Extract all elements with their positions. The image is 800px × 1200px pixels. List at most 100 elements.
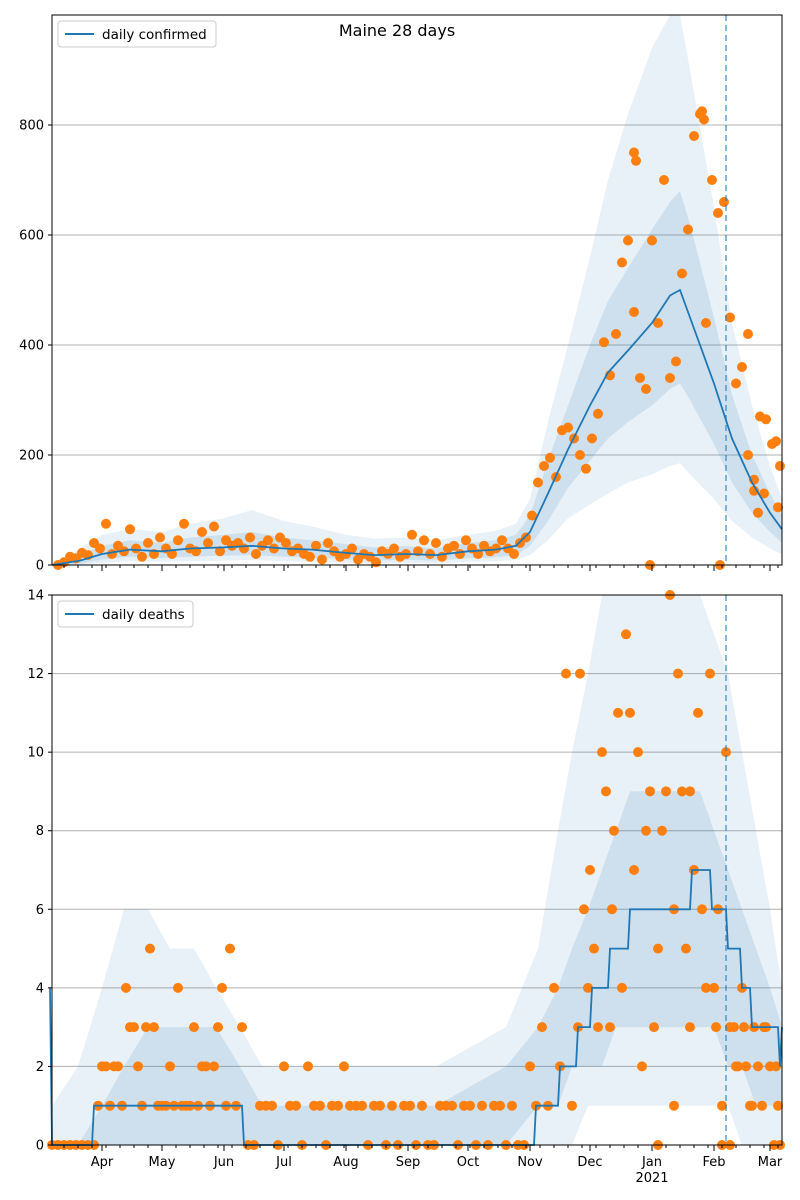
data-point: [101, 518, 111, 529]
data-point: [605, 1022, 615, 1033]
data-point: [131, 543, 141, 554]
data-point: [617, 257, 627, 268]
data-point: [747, 1100, 757, 1111]
data-point: [641, 825, 651, 836]
data-point: [155, 532, 165, 543]
y-tick-label: 10: [27, 746, 44, 761]
data-point: [581, 463, 591, 474]
data-point: [729, 1022, 739, 1033]
x-tick-label: Dec: [577, 1155, 602, 1170]
deaths-panel: 0 2 4 6 8 10 12 14 Apr May Jun Jul Aug Sep Oct Nov Dec J…: [27, 589, 785, 1186]
data-point: [173, 982, 183, 993]
data-point: [585, 865, 595, 875]
data-point: [753, 507, 763, 518]
confirmed-y-ticks: 0 200 400 600 800: [19, 119, 52, 574]
data-point: [545, 452, 555, 463]
data-point: [653, 318, 663, 328]
data-point: [137, 551, 147, 562]
data-point: [567, 1100, 577, 1111]
data-point: [587, 433, 597, 444]
data-point: [201, 1061, 211, 1072]
y-tick-label: 0: [36, 559, 44, 574]
x-tick-label: Mar: [758, 1155, 783, 1170]
data-point: [537, 1022, 547, 1033]
data-point: [141, 1022, 151, 1033]
data-point: [683, 224, 693, 235]
data-point: [209, 521, 219, 532]
data-point: [731, 1061, 741, 1072]
data-point: [525, 1061, 535, 1072]
data-point: [527, 510, 537, 521]
legend-label: daily confirmed: [102, 27, 207, 43]
data-point: [101, 1061, 111, 1072]
data-point: [611, 329, 621, 339]
data-point: [291, 1100, 301, 1111]
data-point: [701, 982, 711, 993]
data-point: [189, 1022, 199, 1033]
data-point: [165, 1061, 175, 1072]
data-point: [113, 1061, 123, 1072]
x-tick-label: Aug: [333, 1155, 358, 1170]
x-tick-label: Feb: [702, 1155, 725, 1170]
data-point: [601, 786, 611, 797]
deaths-x-ticks: Apr May Jun Jul Aug Sep Oct Nov Dec Jan Feb Mar: [63, 1145, 783, 1170]
data-point: [685, 1022, 695, 1033]
data-point: [653, 943, 663, 954]
data-point: [743, 329, 753, 339]
data-point: [125, 524, 135, 535]
data-point: [509, 549, 519, 559]
data-point: [225, 943, 235, 954]
data-point: [689, 131, 699, 141]
data-point: [323, 538, 333, 548]
data-point: [705, 668, 715, 679]
data-point: [635, 373, 645, 383]
data-point: [623, 235, 633, 246]
data-point: [145, 943, 155, 954]
uncertainty-band-outer: [52, 15, 782, 565]
data-point: [333, 1100, 343, 1111]
year-label: 2021: [635, 1171, 668, 1186]
axes-frame: [51, 594, 783, 1146]
data-point: [711, 1022, 721, 1033]
data-point: [279, 1061, 289, 1072]
data-point: [417, 1100, 427, 1111]
data-point: [677, 786, 687, 797]
data-point: [621, 629, 631, 640]
data-point: [617, 982, 627, 993]
x-tick-label: May: [149, 1155, 176, 1170]
data-point: [305, 551, 315, 562]
series-line: [51, 288, 783, 566]
uncertainty-band-inner: [52, 791, 782, 1145]
data-point: [497, 535, 507, 546]
data-point: [773, 1100, 783, 1111]
data-point: [533, 477, 543, 488]
data-point: [707, 175, 717, 185]
data-point: [749, 485, 759, 496]
data-point: [673, 668, 683, 679]
data-point: [641, 384, 651, 394]
data-point: [495, 1100, 505, 1111]
data-point: [741, 1061, 751, 1072]
y-tick-label: 200: [19, 449, 44, 464]
data-point: [179, 518, 189, 529]
data-point: [461, 535, 471, 546]
data-point: [405, 1100, 415, 1111]
y-tick-label: 12: [27, 667, 44, 682]
data-point: [449, 540, 459, 551]
data-point: [761, 414, 771, 425]
data-point: [375, 1100, 385, 1111]
data-point: [173, 535, 183, 546]
data-point: [697, 904, 707, 915]
data-point: [203, 538, 213, 548]
data-point: [693, 707, 703, 718]
data-point: [339, 1061, 349, 1072]
data-point: [713, 208, 723, 218]
confirmed-frame: [51, 14, 783, 566]
data-point: [677, 268, 687, 279]
data-point: [431, 538, 441, 548]
data-point: [609, 825, 619, 836]
data-point: [215, 546, 225, 557]
data-point: [491, 543, 501, 554]
